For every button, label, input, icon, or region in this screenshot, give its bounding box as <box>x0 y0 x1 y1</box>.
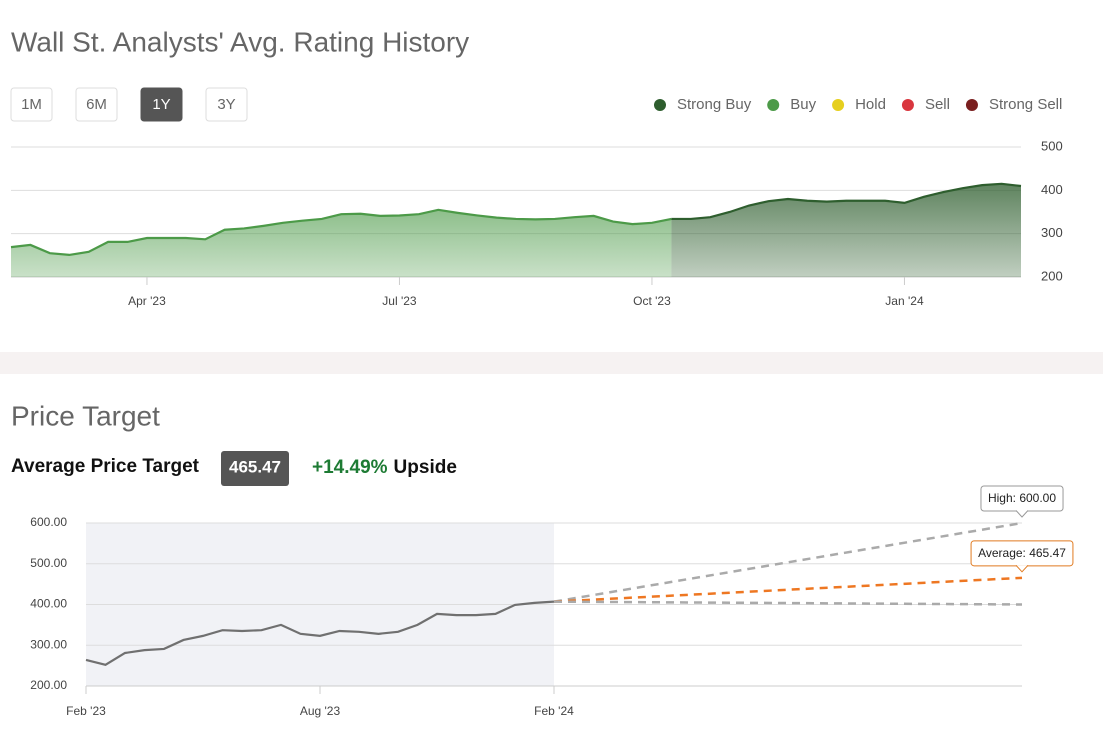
x-tick-label: Apr '23 <box>128 294 166 308</box>
legend-label: Hold <box>855 96 886 113</box>
range-button-label[interactable]: 6M <box>86 96 107 113</box>
legend-marker <box>767 99 780 111</box>
legend-label: Buy <box>790 96 816 113</box>
legend-marker <box>901 99 914 111</box>
y-tick-label: 400.00 <box>30 597 67 611</box>
legend-label: Sell <box>925 96 950 113</box>
price-line <box>85 600 555 666</box>
section-divider <box>0 352 1103 374</box>
y-tick-label: 300.00 <box>30 637 67 651</box>
y-tick-label: 500 <box>1041 138 1063 153</box>
x-tick-label: Feb '23 <box>66 704 106 718</box>
summary-label: Average Price Target <box>11 456 200 477</box>
range-button[interactable] <box>75 87 118 122</box>
y-tick-label: 600.00 <box>30 515 67 529</box>
range-button-label[interactable]: 3Y <box>217 96 235 113</box>
x-tick-label: Jan '24 <box>885 294 924 308</box>
x-tick-label: Jul '23 <box>382 294 417 308</box>
summary-change-text: Upside <box>394 457 457 478</box>
x-tick-label: Feb '24 <box>534 704 574 718</box>
summary-value: 465.47 <box>229 457 281 476</box>
legend-marker <box>654 99 666 111</box>
target-callout-pointer <box>1015 510 1029 518</box>
legend-label: Strong Buy <box>677 96 752 113</box>
section-title: Wall St. Analysts' Avg. Rating History <box>11 26 469 57</box>
target-callout-label: Average: 465.47 <box>978 546 1066 560</box>
target-line <box>553 521 1023 603</box>
area-fill <box>671 183 1021 277</box>
area-fill <box>11 209 672 277</box>
range-button[interactable] <box>10 87 53 122</box>
y-tick-label: 300 <box>1041 225 1063 240</box>
legend-marker <box>832 99 845 111</box>
y-tick-label: 500.00 <box>30 556 67 570</box>
legend-label: Strong Sell <box>989 96 1062 113</box>
y-tick-label: 200 <box>1041 268 1063 283</box>
y-tick-label: 200.00 <box>30 678 67 692</box>
y-tick-label: 400 <box>1041 182 1063 197</box>
section-title: Price Target <box>11 400 160 431</box>
area-line <box>671 182 1022 221</box>
x-tick-label: Oct '23 <box>633 294 671 308</box>
summary-change: +14.49% <box>312 457 388 478</box>
target-callout: Average: 465.47 <box>970 540 1074 573</box>
x-tick-label: Aug '23 <box>300 704 341 718</box>
area-line <box>10 208 672 257</box>
range-button-label[interactable]: 1M <box>21 96 42 113</box>
target-callout: High: 600.00 <box>980 485 1064 518</box>
target-callout-pointer <box>1015 564 1029 573</box>
range-button[interactable] <box>140 87 183 122</box>
range-button-label[interactable]: 1Y <box>152 96 170 113</box>
legend-marker <box>965 99 978 111</box>
summary-badge <box>221 451 289 486</box>
range-button[interactable] <box>205 87 248 122</box>
target-callout-label: High: 600.00 <box>988 491 1056 505</box>
